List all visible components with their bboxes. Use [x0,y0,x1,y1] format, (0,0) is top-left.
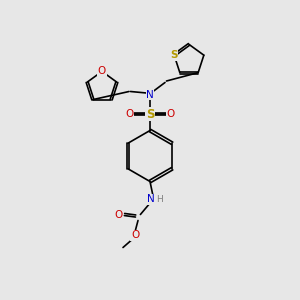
Text: O: O [114,209,123,220]
Text: O: O [131,230,139,241]
Text: S: S [170,50,178,60]
Text: S: S [146,107,154,121]
Text: N: N [146,89,154,100]
Text: O: O [98,66,106,76]
Text: O: O [125,109,133,119]
Text: O: O [167,109,175,119]
Text: N: N [147,194,154,205]
Text: H: H [156,195,163,204]
